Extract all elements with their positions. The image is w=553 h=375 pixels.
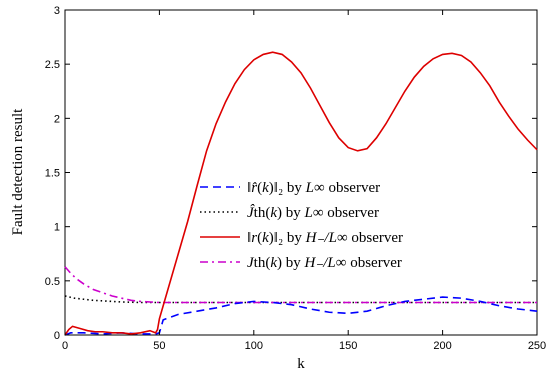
legend-text-part: r [251, 230, 257, 246]
x-axis-ticks: 0 50 100 150 200 250 [62, 10, 546, 352]
y-tick-label: 0.5 [45, 276, 60, 288]
legend-text-part: k [270, 205, 277, 221]
y-tick-label: 0 [54, 330, 60, 342]
legend-text-part: L [304, 205, 313, 221]
legend-text-part: H₋/L [305, 230, 337, 246]
legend-label-2: ‖r(k)‖₂ by H₋/L∞ observer [247, 230, 403, 246]
series-line-2 [64, 51, 538, 336]
legend-text-part: ‖ [247, 180, 251, 196]
plot-frame [64, 9, 538, 336]
legend-label-1: Ĵth(k) by L∞ observer [247, 204, 379, 221]
x-tick-label: 250 [528, 340, 546, 352]
legend-text-part: Ĵ [247, 204, 255, 221]
y-tick-label: 2 [54, 113, 60, 125]
legend-text-part: L [305, 180, 314, 196]
legend-text-part: k [262, 180, 269, 196]
x-axis-label: k [297, 356, 305, 372]
y-tick-label: 1.5 [45, 168, 60, 180]
y-tick-label: 3 [54, 5, 60, 17]
legend-text-part: )‖₂ by [269, 180, 306, 196]
legend-text-part: k [262, 230, 269, 246]
x-tick-label: 200 [433, 340, 451, 352]
x-tick-label: 0 [62, 340, 68, 352]
legend-text-part: th( [254, 205, 271, 221]
y-axis-label: Fault detection result [10, 108, 26, 235]
legend-text-part: ) by [277, 255, 305, 271]
legend-text-part: ∞ observer [313, 205, 379, 221]
legend-text-part: k [270, 255, 277, 271]
plot-area [64, 9, 538, 336]
y-tick-label: 2.5 [45, 59, 60, 71]
legend-text-part: th( [254, 255, 271, 271]
series-line-3 [64, 266, 537, 304]
legend-label-3: Jth(k) by H₋/L∞ observer [247, 255, 402, 271]
legend-text-part: ( [257, 180, 262, 196]
legend-text-part: H₋/L [304, 255, 336, 271]
y-tick-label: 1 [54, 222, 60, 234]
legend-text-part: J [247, 255, 255, 271]
legend-text-part: ‖ [247, 230, 251, 246]
legend-text-part: r̂ [251, 180, 257, 196]
y-axis-ticks: 0 0.5 1 1.5 2 2.5 3 [45, 5, 537, 342]
series-layer [64, 51, 538, 336]
x-tick-label: 100 [245, 340, 263, 352]
legend-text-part: ∞ observer [314, 180, 380, 196]
x-tick-label: 50 [153, 340, 165, 352]
legend-text-part: )‖₂ by [269, 230, 306, 246]
x-tick-label: 150 [339, 340, 357, 352]
legend-text-part: ∞ observer [337, 230, 403, 246]
legend-text-part: ( [257, 230, 262, 246]
legend-text-part: ) by [277, 205, 305, 221]
legend-text-part: ∞ observer [336, 255, 402, 271]
legend-label-0: ‖r̂(k)‖₂ by L∞ observer [247, 180, 380, 196]
